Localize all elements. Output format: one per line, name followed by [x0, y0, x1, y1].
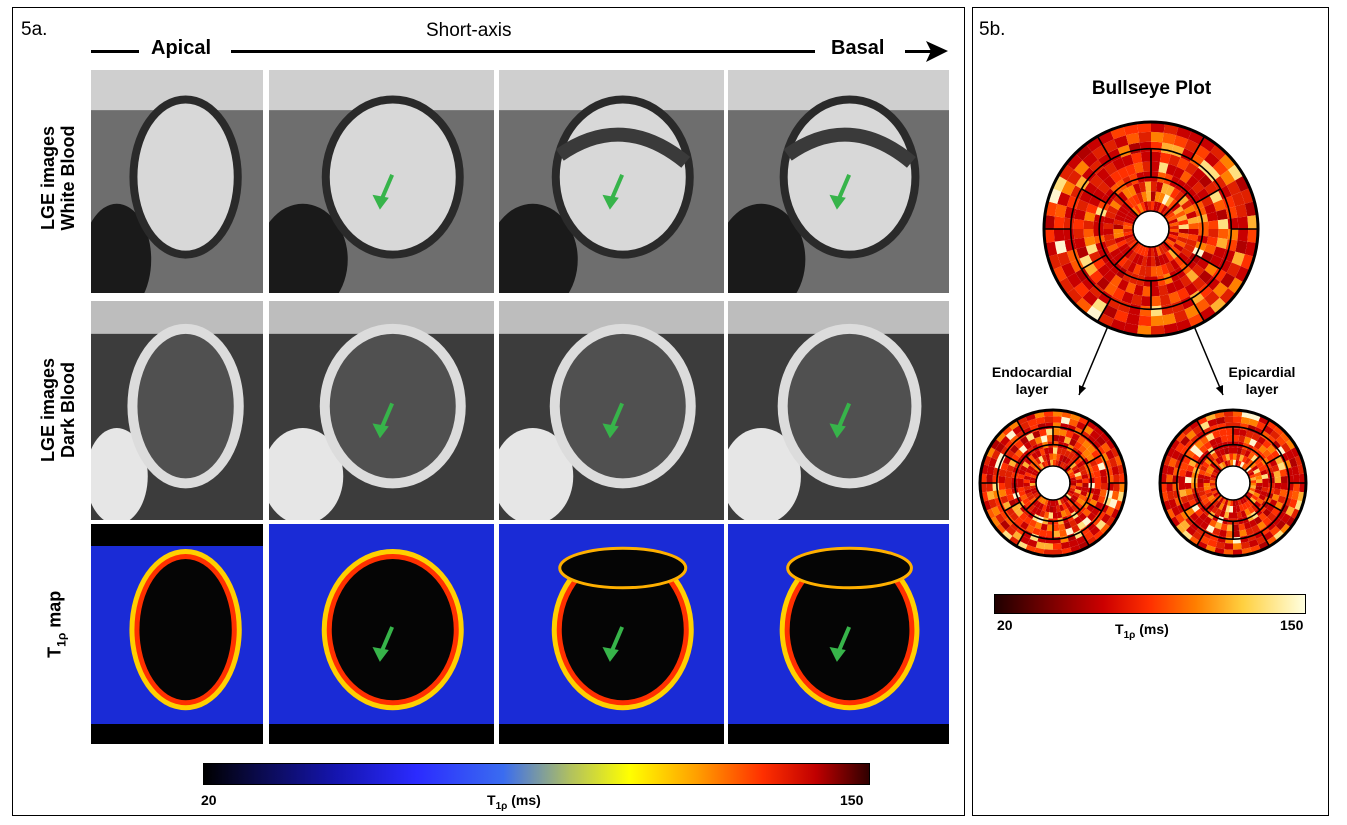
mri-image-r3-c4 — [728, 524, 949, 744]
colorbar-max: 150 — [840, 792, 864, 808]
panel-label-5b: 5b. — [979, 19, 1006, 40]
mri-image-r1-c4 — [728, 70, 949, 293]
t1rho-colorbar-rainbow — [203, 763, 870, 785]
basal-label: Basal — [831, 37, 885, 59]
bullseye-plots — [978, 120, 1308, 558]
green-arrow-icon — [602, 626, 624, 662]
bullseye-title: Bullseye Plot — [1091, 78, 1212, 99]
panel-5b: 5b. Bullseye Plot Endocardial layer Epic… — [972, 7, 1329, 816]
green-arrow-icon — [829, 626, 852, 662]
rho-subscript: 1ρ — [54, 632, 69, 647]
mri-image-r3-c2 — [269, 524, 494, 744]
row-label-line1: LGE images — [38, 125, 58, 231]
arrow-to-epicardial-icon — [1193, 325, 1224, 396]
row-label-line1: LGE images — [38, 357, 58, 463]
green-arrow-icon — [372, 402, 394, 439]
label-line1: Epicardial — [1228, 364, 1296, 380]
mri-image-r2-c1 — [91, 301, 263, 520]
rho-subscript: 1ρ — [1123, 629, 1136, 641]
panel-5a: 5a. Apical Short-axis Basal LGE images W… — [12, 7, 965, 816]
rho-subscript: 1ρ — [495, 800, 508, 812]
mri-image-r1-c2 — [269, 70, 494, 293]
row-label-t1rho-map: T1ρ map — [45, 559, 72, 689]
unit-text: (ms) — [507, 792, 541, 808]
green-arrow-icon — [372, 174, 394, 210]
apical-label: Apical — [151, 37, 212, 59]
mri-image-r1-c3 — [499, 70, 724, 293]
t-symbol: T — [1115, 621, 1124, 637]
colorbar-min: 20 — [201, 792, 217, 808]
row-label-line2: Dark Blood — [58, 362, 78, 459]
green-arrow-icon — [602, 174, 624, 210]
short-axis-label: Short-axis — [426, 20, 512, 41]
direction-arrow-icon — [926, 41, 948, 62]
mri-image-r2-c2 — [269, 301, 494, 520]
bullseye-colorbar-min: 20 — [997, 617, 1013, 633]
bullseye-colorbar-max: 150 — [1280, 617, 1304, 633]
endocardial-layer-label: Endocardial layer — [973, 364, 1091, 398]
mri-image-r3-c3 — [499, 524, 724, 744]
row-label-line2: White Blood — [58, 125, 78, 231]
basal-line — [905, 50, 935, 53]
bullseye-colorbar-label: T1ρ (ms) — [1115, 621, 1169, 641]
colorbar-label: T1ρ (ms) — [487, 792, 541, 812]
arrow-to-endocardial-icon — [1078, 325, 1109, 396]
t-symbol: T — [487, 792, 496, 808]
green-arrow-icon — [829, 402, 852, 439]
unit-text: (ms) — [1135, 621, 1169, 637]
t-symbol: T — [44, 646, 65, 658]
panel-label-5a: 5a. — [21, 19, 48, 40]
label-line1: Endocardial — [991, 364, 1073, 380]
mri-image-r1-c1 — [91, 70, 263, 293]
bullseye-endocardial — [978, 408, 1128, 558]
bullseye-main — [1042, 120, 1260, 338]
epicardial-layer-label: Epicardial layer — [1207, 364, 1317, 398]
mri-image-r3-c1 — [91, 524, 263, 744]
short-axis-line — [231, 50, 815, 53]
row-label-dark-blood: LGE images Dark Blood — [38, 345, 78, 475]
apical-line — [91, 50, 139, 53]
map-word: map — [44, 590, 65, 633]
bullseye-epicardial — [1158, 408, 1308, 558]
label-line2: layer — [1015, 381, 1049, 397]
green-arrow-icon — [829, 174, 852, 210]
mri-image-r2-c3 — [499, 301, 724, 520]
row-label-white-blood: LGE images White Blood — [38, 113, 78, 243]
mri-image-r2-c4 — [728, 301, 949, 520]
bullseye-colorbar — [994, 594, 1306, 614]
green-arrow-icon — [372, 626, 394, 662]
green-arrow-icon — [602, 402, 624, 439]
label-line2: layer — [1245, 381, 1279, 397]
